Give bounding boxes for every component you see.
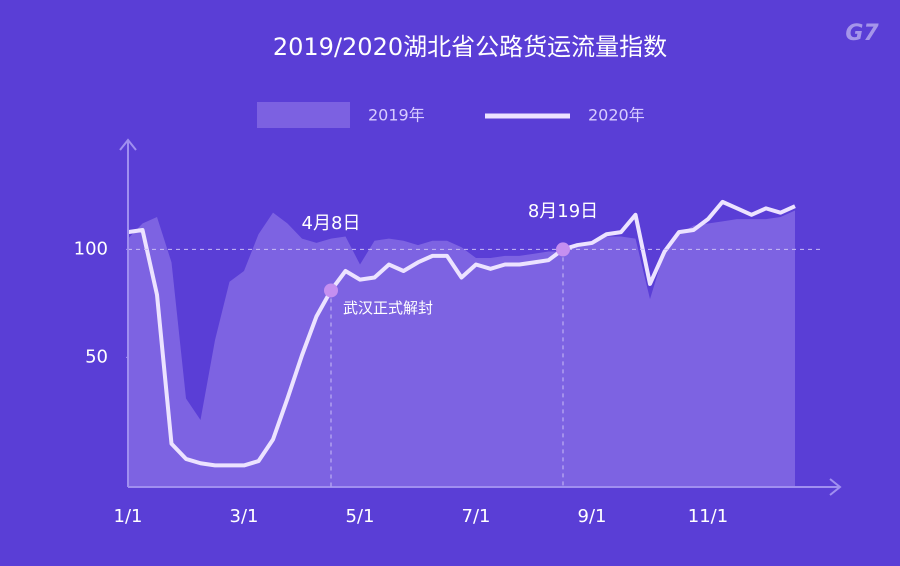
annotation-point bbox=[324, 283, 338, 298]
area bbox=[128, 210, 795, 487]
annotation-label: 8月19日 bbox=[528, 201, 598, 222]
x-tick-label: 11/1 bbox=[688, 506, 728, 527]
x-tick-label: 7/1 bbox=[462, 506, 491, 527]
chart-title: 2019/2020湖北省公路货运流量指数 bbox=[273, 33, 667, 61]
x-axis-arrow bbox=[829, 478, 842, 496]
x-tick-label: 1/1 bbox=[114, 506, 143, 527]
annotation-note: 武汉正式解封 bbox=[343, 299, 433, 317]
line bbox=[127, 199, 796, 468]
legend-label: 2019年 bbox=[368, 106, 425, 125]
x-tick-label: 5/1 bbox=[346, 506, 375, 527]
legend-swatch bbox=[257, 102, 350, 128]
annotation-point bbox=[556, 242, 570, 257]
x-tick-label: 3/1 bbox=[230, 506, 259, 527]
x-tick-label: 9/1 bbox=[578, 506, 607, 527]
logo: G7 bbox=[845, 21, 879, 46]
y-axis-arrow bbox=[119, 138, 137, 151]
legend-label: 2020年 bbox=[588, 106, 645, 125]
annotation-label: 4月8日 bbox=[302, 213, 361, 234]
y-tick-label: 100 bbox=[74, 238, 108, 259]
y-tick-label: 50 bbox=[85, 346, 108, 367]
